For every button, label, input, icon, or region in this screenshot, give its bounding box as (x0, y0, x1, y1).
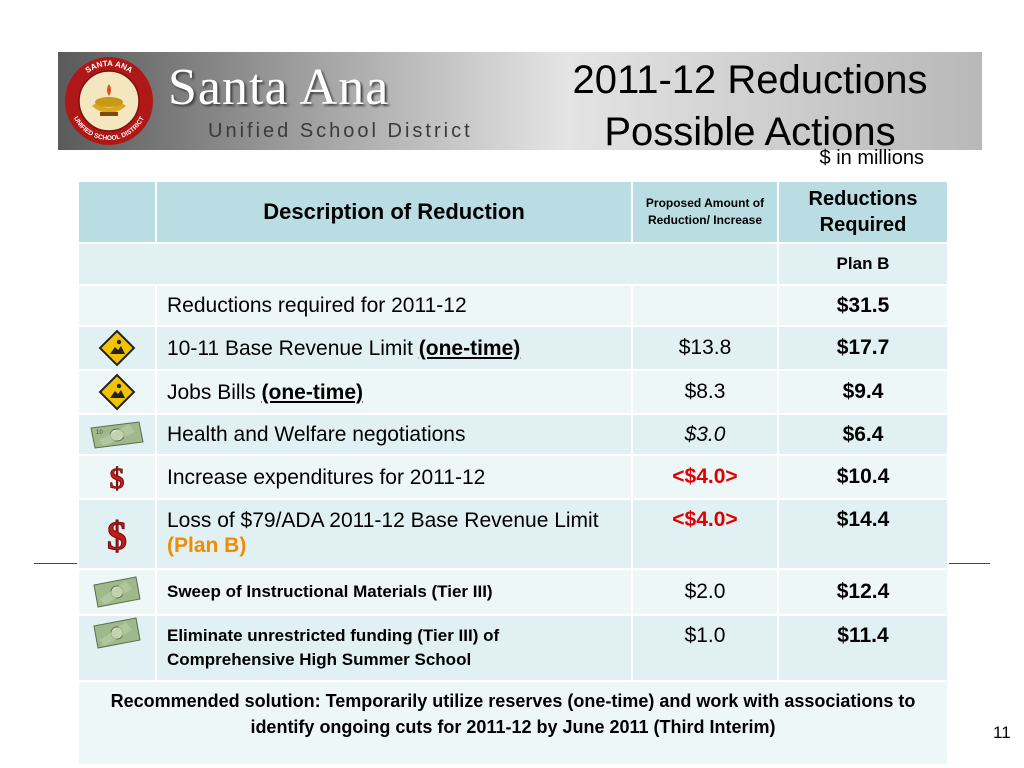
svg-text:$: $ (107, 513, 127, 555)
svg-text:$: $ (110, 462, 125, 493)
plan-b-label: (Plan B) (167, 534, 247, 557)
table-header-row: Description of Reduction Proposed Amount… (77, 180, 949, 244)
row-icon-cell: $ (77, 454, 157, 500)
table-row: 10-11 Base Revenue Limit (one-time) $13.… (77, 325, 949, 371)
row-amount: $13.8 (631, 325, 779, 371)
table-row: Eliminate unrestricted funding (Tier III… (77, 614, 949, 682)
money-bill-icon (93, 617, 141, 649)
row-required: $17.7 (777, 325, 949, 371)
table-row: Sweep of Instructional Materials (Tier I… (77, 568, 949, 616)
row-amount: <$4.0> (631, 454, 779, 500)
recommendation-row: Recommended solution: Temporarily utiliz… (77, 680, 949, 766)
page-number: 11 (993, 723, 1011, 742)
row-icon-cell (77, 614, 157, 682)
district-seal-logo: SANTA ANA UNIFIED SCHOOL DISTRICT (65, 57, 153, 145)
table-row: Jobs Bills (one-time) $8.3 $9.4 (77, 369, 949, 415)
row-amount: $2.0 (631, 568, 779, 616)
slide-title: 2011-12 Reductions Possible Actions (520, 54, 980, 158)
dollar-sign-icon: $ (109, 462, 125, 493)
row-required: $11.4 (777, 614, 949, 682)
row-required: $9.4 (777, 369, 949, 415)
row-description: Health and Welfare negotiations (155, 413, 633, 456)
district-subtitle-logo: Unified School District (208, 120, 473, 142)
row-icon-cell (77, 284, 157, 327)
table-row: $ Loss of $79/ADA 2011-12 Base Revenue L… (77, 498, 949, 570)
row-required: $12.4 (777, 568, 949, 616)
header-description: Description of Reduction (155, 180, 633, 244)
row-description: 10-11 Base Revenue Limit (one-time) (155, 325, 633, 371)
row-required: $10.4 (777, 454, 949, 500)
units-note: $ in millions (819, 147, 924, 169)
row-icon-cell (77, 325, 157, 371)
reductions-table: Description of Reduction Proposed Amount… (77, 180, 949, 766)
header-proposed-amount: Proposed Amount of Reduction/ Increase (631, 180, 779, 244)
row-amount: $1.0 (631, 614, 779, 682)
recommendation-text: Recommended solution: Temporarily utiliz… (77, 680, 949, 766)
row-icon-cell (77, 369, 157, 415)
row-description: Reductions required for 2011-12 (155, 284, 633, 327)
row-required: $6.4 (777, 413, 949, 456)
row-amount (631, 284, 779, 327)
plan-row: Plan B (77, 242, 949, 286)
one-time-label: (one-time) (418, 336, 521, 360)
district-name-logo: Santa Ana (168, 59, 390, 116)
title-line-2: Possible Actions (604, 110, 896, 154)
row-icon-cell: 10 (77, 413, 157, 456)
table-row: 10 Health and Welfare negotiations $3.0 … (77, 413, 949, 456)
header-reductions-required: Reductions Required (777, 180, 949, 244)
plan-row-spacer (77, 242, 779, 286)
row-icon-cell (77, 568, 157, 616)
row-description: Sweep of Instructional Materials (Tier I… (155, 568, 633, 616)
row-icon-cell: $ (77, 498, 157, 570)
table-row: $ Increase expenditures for 2011-12 <$4.… (77, 454, 949, 500)
header-icon-cell (77, 180, 157, 244)
money-bill-icon: 10 (90, 420, 144, 449)
row-amount: <$4.0> (631, 498, 779, 570)
money-bill-icon (93, 576, 141, 608)
row-required: $31.5 (777, 284, 949, 327)
row-amount: $3.0 (631, 413, 779, 456)
row-required: $14.4 (777, 498, 949, 570)
title-line-1: 2011-12 Reductions (572, 58, 928, 102)
table-row: Reductions required for 2011-12 $31.5 (77, 284, 949, 327)
svg-text:10: 10 (96, 430, 103, 436)
row-description: Increase expenditures for 2011-12 (155, 454, 633, 500)
dollar-sign-icon: $ (107, 513, 128, 555)
row-description: Jobs Bills (one-time) (155, 369, 633, 415)
header-banner (58, 52, 982, 150)
caution-sign-icon (98, 373, 136, 411)
row-description: Eliminate unrestricted funding (Tier III… (155, 614, 633, 682)
caution-sign-icon (98, 329, 136, 367)
row-description: Loss of $79/ADA 2011-12 Base Revenue Lim… (155, 498, 633, 570)
plan-label: Plan B (777, 242, 949, 286)
one-time-label: (one-time) (261, 380, 364, 404)
row-amount: $8.3 (631, 369, 779, 415)
